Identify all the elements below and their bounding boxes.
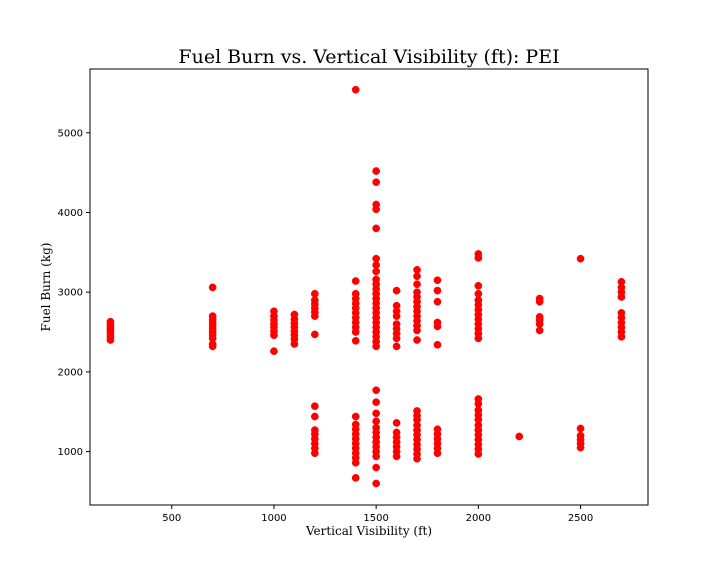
plot-frame (89, 68, 649, 506)
data-point (413, 336, 421, 344)
data-point (474, 289, 483, 298)
data-point (433, 318, 442, 327)
data-point (351, 289, 360, 298)
data-point (535, 294, 544, 303)
x-tick-label: 1500 (363, 513, 388, 524)
data-point (372, 386, 380, 395)
x-tick-label: 1000 (261, 513, 286, 524)
data-point (392, 301, 401, 310)
x-tick-label: 500 (162, 513, 181, 524)
data-point (270, 307, 278, 316)
data-point (413, 280, 421, 289)
data-point (372, 261, 380, 269)
data-point (474, 250, 483, 258)
data-point (535, 326, 544, 335)
data-point (413, 407, 421, 415)
x-tick-label: 2500 (568, 513, 593, 524)
chart-title: Fuel Burn vs. Vertical Visibility (ft): … (178, 46, 559, 68)
data-point (372, 398, 380, 407)
data-point (392, 320, 401, 328)
data-point (372, 479, 380, 488)
y-axis-ticks: 1000 2000 3000 4000 5000 (58, 128, 90, 458)
data-point (392, 286, 401, 295)
data-point (310, 412, 319, 421)
data-point (392, 419, 401, 427)
data-point (474, 281, 483, 290)
data-point (617, 309, 626, 317)
y-tick-label: 1000 (58, 447, 83, 458)
y-axis-label: Fuel Burn (kg) (39, 243, 53, 332)
x-axis-label: Vertical Visibility (ft) (305, 524, 432, 538)
data-point (576, 424, 585, 433)
data-point (310, 402, 319, 411)
data-point (106, 317, 115, 326)
data-point (372, 224, 380, 233)
data-point (310, 296, 319, 304)
data-point (392, 342, 401, 351)
data-point (433, 297, 442, 306)
data-point (310, 426, 319, 434)
data-point (372, 275, 380, 284)
data-point (351, 474, 360, 482)
data-point (535, 313, 544, 321)
y-tick-label: 3000 (58, 288, 83, 299)
data-point (576, 431, 585, 440)
data-point (413, 266, 421, 274)
x-tick-label: 2000 (466, 513, 491, 524)
data-point (372, 254, 380, 263)
data-point (208, 283, 217, 292)
data-point (351, 277, 360, 285)
data-point (372, 463, 380, 472)
data-point (372, 417, 380, 426)
data-point (515, 432, 524, 441)
data-point (474, 406, 483, 414)
data-point (392, 428, 401, 437)
data-point (433, 276, 442, 285)
data-point (433, 425, 442, 434)
data-point (617, 277, 626, 286)
data-point (310, 330, 319, 339)
data-point (351, 85, 360, 94)
data-point (433, 340, 442, 349)
data-points (106, 85, 626, 488)
data-point (413, 288, 421, 297)
data-point (351, 412, 360, 421)
data-point (372, 200, 380, 209)
data-point (576, 254, 585, 263)
data-point (351, 336, 360, 345)
data-point (372, 167, 380, 175)
data-point (372, 267, 380, 276)
x-axis-ticks: 500 1000 1500 2000 2500 (162, 505, 593, 524)
data-point (413, 272, 421, 281)
data-point (372, 409, 380, 418)
data-point (372, 178, 380, 187)
data-point (433, 286, 442, 295)
y-tick-label: 5000 (58, 128, 83, 139)
data-point (351, 420, 360, 429)
data-point (474, 296, 483, 304)
data-point (474, 395, 483, 403)
data-point (290, 310, 299, 319)
data-point (310, 289, 319, 298)
data-point (270, 347, 278, 356)
y-tick-label: 2000 (58, 367, 83, 378)
y-tick-label: 4000 (58, 208, 83, 219)
data-point (208, 312, 217, 320)
